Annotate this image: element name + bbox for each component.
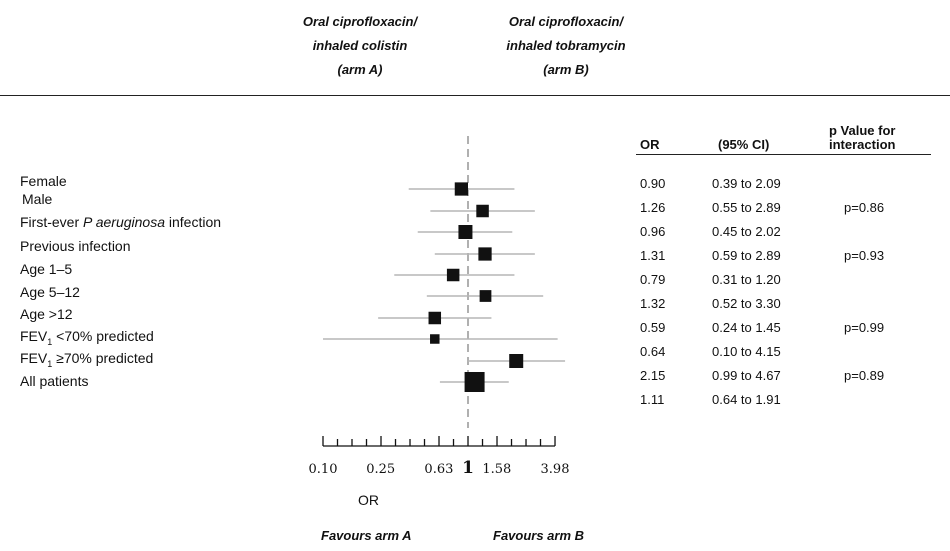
col-header-p-line1: p Value for — [829, 123, 896, 138]
table-cell-or: 1.32 — [640, 296, 666, 311]
or-marker — [478, 247, 492, 261]
table-cell-ci: 0.99 to 4.67 — [712, 368, 781, 383]
table-header-rule — [636, 154, 931, 155]
x-axis-label: OR — [358, 492, 379, 508]
or-marker — [464, 372, 485, 392]
arm-b-line-3: (arm B) — [543, 62, 589, 77]
or-marker — [446, 268, 460, 282]
tick-label: 0.10 — [309, 462, 338, 477]
tick-label: 0.25 — [366, 462, 395, 477]
table-cell-ci: 0.45 to 2.02 — [712, 224, 781, 239]
table-cell-ci: 0.52 to 3.30 — [712, 296, 781, 311]
table-cell-or: 0.64 — [640, 344, 666, 359]
col-header-or: OR — [640, 137, 660, 152]
table-cell-ci: 0.55 to 2.89 — [712, 200, 781, 215]
label-age-5-12: Age 5–12 — [20, 284, 80, 300]
or-marker — [454, 182, 469, 196]
arm-b-header: Oral ciprofloxacin/ inhaled tobramycin (… — [456, 10, 676, 82]
label-first-ever-infection: First-ever P aeruginosa infection — [20, 214, 221, 230]
table-cell-ci: 0.39 to 2.09 — [712, 176, 781, 191]
arm-a-line-1: Oral ciprofloxacin/ — [302, 14, 418, 29]
table-cell-or: 0.79 — [640, 272, 666, 287]
or-marker — [458, 225, 473, 239]
table-cell-ci: 0.59 to 2.89 — [712, 248, 781, 263]
or-marker — [479, 290, 492, 302]
favours-arm-b: Favours arm B — [493, 528, 585, 543]
table-cell-or: 2.15 — [640, 368, 666, 383]
table-cell-ci: 0.64 to 1.91 — [712, 392, 781, 407]
tick-label: 3.98 — [541, 462, 570, 477]
or-marker — [430, 334, 440, 344]
x-axis: 0.10 0.25 0.63 1 1.58 3.98 — [309, 436, 570, 478]
tick-label: 0.63 — [424, 462, 453, 477]
label-first-organism: P aeruginosa — [83, 214, 165, 230]
or-marker — [476, 204, 489, 218]
table-cell-ci: 0.31 to 1.20 — [712, 272, 781, 287]
arm-a-header: Oral ciprofloxacin/ inhaled colistin (ar… — [250, 10, 470, 82]
table-cell-p: p=0.93 — [844, 248, 885, 263]
table-cell-p: p=0.99 — [844, 320, 885, 335]
table-cell-ci: 0.24 to 1.45 — [712, 320, 781, 335]
plot-rows — [323, 182, 566, 392]
or-marker — [428, 311, 442, 325]
table-cell-p: p=0.86 — [844, 200, 885, 215]
table-cell-ci: 0.10 to 4.15 — [712, 344, 781, 359]
label-fev-above-70: FEV1 ≥70% predicted — [20, 350, 153, 369]
label-first-pre: First-ever — [20, 214, 83, 230]
table-cell-or: 1.31 — [640, 248, 666, 263]
label-fev-lt-pre: FEV — [20, 328, 48, 344]
label-fev-ge-sub: 1 — [47, 358, 53, 369]
label-male: Male — [22, 191, 53, 207]
col-header-p: p Value for interaction — [829, 124, 895, 152]
table-cell-or: 1.11 — [640, 392, 665, 407]
or-marker — [509, 354, 524, 368]
tick-label: 1 — [462, 458, 474, 478]
arm-a-line-2: inhaled colistin — [312, 38, 408, 53]
table-cell-or: 0.59 — [640, 320, 666, 335]
table-cell-p: p=0.89 — [844, 368, 885, 383]
label-age-1-5: Age 1–5 — [20, 261, 73, 277]
header-rule — [0, 95, 950, 96]
table-cell-or: 0.96 — [640, 224, 666, 239]
arm-b-line-1: Oral ciprofloxacin/ — [508, 14, 624, 29]
label-fev-lt-post: <70% predicted — [52, 328, 154, 344]
table-cell-or: 1.26 — [640, 200, 666, 215]
label-age-over-12: Age >12 — [20, 306, 73, 322]
favours-arm-a: Favours arm A — [321, 528, 412, 543]
label-first-post: infection — [164, 214, 222, 230]
label-all-patients: All patients — [20, 373, 89, 389]
tick-label: 1.58 — [482, 462, 511, 477]
label-fev-lt-sub: 1 — [47, 336, 53, 347]
label-fev-below-70: FEV1 <70% predicted — [20, 328, 154, 347]
col-header-ci: (95% CI) — [718, 137, 770, 152]
table-cell-or: 0.90 — [640, 176, 666, 191]
arm-a-line-3: (arm A) — [337, 62, 383, 77]
label-female: Female — [20, 173, 67, 189]
col-header-p-line2: interaction — [829, 137, 896, 152]
label-previous-infection: Previous infection — [20, 238, 131, 254]
label-fev-ge-pre: FEV — [20, 350, 48, 366]
label-fev-ge-post: ≥70% predicted — [52, 350, 154, 366]
arm-b-line-2: inhaled tobramycin — [506, 38, 626, 53]
